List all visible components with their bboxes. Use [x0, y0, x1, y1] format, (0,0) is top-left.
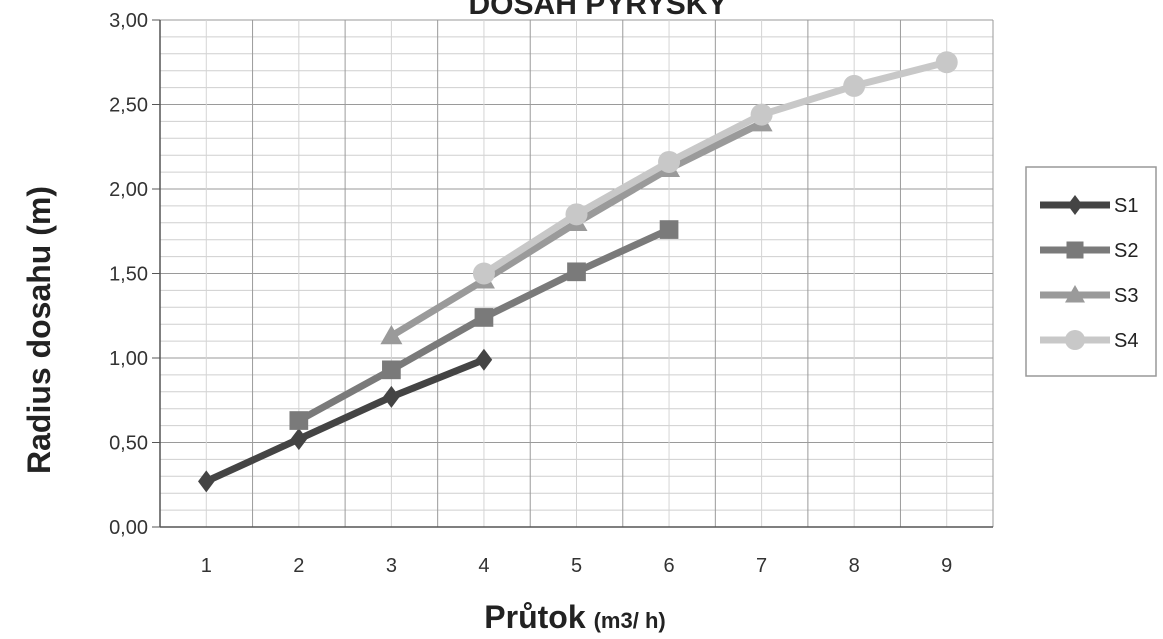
legend-label: S4 [1114, 330, 1138, 352]
x-axis-label-unit: (m3/ h) [594, 608, 666, 633]
data-point-s2 [289, 411, 309, 430]
series-layer [198, 51, 958, 493]
data-point-s2 [567, 262, 586, 282]
data-point-s4 [750, 103, 773, 126]
data-point-s1 [198, 470, 215, 493]
y-tick-label: 0,00 [109, 517, 148, 539]
legend-label: S3 [1114, 285, 1138, 307]
legend: S1 S2 S3 S4 [1025, 166, 1157, 377]
x-tick-label: 8 [849, 555, 860, 577]
legend-swatch-marker [1067, 195, 1083, 215]
x-tick-label: 7 [756, 555, 767, 577]
data-point-s2 [474, 308, 494, 327]
legend-swatch-marker [1065, 330, 1085, 350]
legend-item-s2: S2 [1040, 240, 1138, 262]
x-tick-labels: 1 2 3 4 5 6 7 8 9 [201, 555, 953, 577]
x-tick-label: 4 [478, 555, 489, 577]
data-point-s2 [382, 360, 401, 380]
data-point-s1 [383, 385, 400, 408]
x-axis-label: Průtok (m3/ h) [484, 599, 665, 635]
x-tick-label: 2 [293, 555, 304, 577]
data-point-s3 [380, 325, 403, 345]
series-line-s1 [202, 356, 488, 485]
legend-item-s4: S4 [1040, 330, 1138, 352]
legend-item-s3: S3 [1040, 285, 1138, 307]
legend-swatch-marker [1065, 285, 1085, 303]
data-point-s4 [843, 74, 866, 97]
series-s1 [198, 348, 493, 493]
chart-title: DOSAH PYRYSKY [469, 0, 728, 21]
y-axis-label: Radius dosahu (m) [21, 186, 57, 474]
x-tick-label: 9 [941, 555, 952, 577]
y-tick-label: 2,50 [109, 95, 148, 117]
series-s4 [472, 51, 958, 285]
series-line-s4 [480, 58, 951, 277]
x-axis-label-main: Průtok [484, 599, 586, 635]
data-point-s2 [659, 220, 679, 239]
x-tick-label: 6 [663, 555, 674, 577]
data-point-s1 [475, 348, 493, 371]
y-tick-label: 0,50 [109, 433, 148, 455]
data-point-s4 [658, 150, 681, 173]
legend-label: S2 [1114, 240, 1138, 262]
series-s2 [289, 220, 679, 430]
legend-swatch-marker [1066, 241, 1084, 259]
x-tick-label: 1 [201, 555, 212, 577]
data-point-s4 [935, 51, 958, 74]
legend-label: S1 [1114, 195, 1138, 217]
x-tick-label: 3 [386, 555, 397, 577]
y-tick-label: 1,50 [109, 264, 148, 286]
y-tick-label: 1,00 [109, 348, 148, 370]
data-point-s1 [290, 428, 308, 451]
y-tick-label: 3,00 [109, 10, 148, 32]
legend-item-s1: S1 [1040, 195, 1138, 217]
data-point-s4 [472, 262, 495, 285]
data-point-s4 [565, 203, 588, 226]
y-tick-label: 2,00 [109, 179, 148, 201]
x-tick-label: 5 [571, 555, 582, 577]
y-tick-labels: 0,00 0,50 1,00 1,50 2,00 2,50 3,00 [109, 10, 160, 539]
